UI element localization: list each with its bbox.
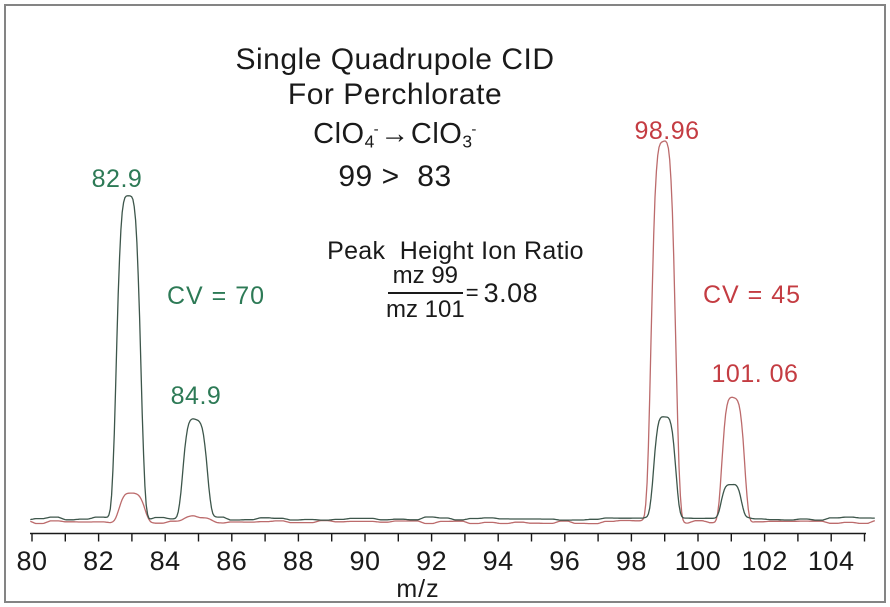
formula-right-charge: - (471, 121, 477, 138)
formula-right-base: ClO (410, 118, 463, 151)
ion-ratio-fraction: mz 99 mz 101 (386, 262, 465, 324)
ion-ratio-title: Peak Height Ion Ratio (327, 237, 584, 265)
x-axis-label: m/z (396, 575, 440, 603)
x-tick-label-98: 98 (615, 546, 647, 576)
peak-label-84-9: 84.9 (170, 382, 222, 410)
formula-left-charge: - (373, 121, 380, 138)
x-tick-label-84: 84 (149, 546, 181, 576)
peak-label-82-9: 82.9 (91, 165, 143, 193)
x-tick-label-86: 86 (216, 546, 248, 576)
formula-left-subscript: 4 (364, 131, 375, 152)
x-tick-label-100: 100 (674, 546, 722, 576)
title-formula: ClO4-→ClO3- (160, 112, 630, 159)
x-tick-label-96: 96 (549, 546, 581, 576)
ion-ratio-equals-sign: = (465, 280, 479, 305)
peak-label-101-06: 101. 06 (711, 360, 799, 388)
formula-left-base: ClO (313, 118, 365, 151)
peak-label-98-96: 98.96 (634, 117, 700, 145)
trace-cvcvcvcvcv70 (30, 195, 875, 521)
reaction-arrow-icon: → (380, 118, 410, 151)
ion-ratio-denominator: mz 101 (386, 296, 465, 323)
title-line-1: Single Quadrupole CID (235, 43, 555, 76)
x-axis-ticks (31, 533, 866, 542)
x-tick-label-88: 88 (282, 546, 314, 576)
ion-ratio-numerator: mz 99 (387, 262, 464, 294)
title-transition: 99 > 83 (338, 160, 452, 194)
cv-45-label: CV = 45 (703, 281, 802, 309)
trace-cvcvcvcvcv45 (30, 140, 876, 525)
title-block: Single Quadrupole CID For Perchlorate Cl… (160, 42, 630, 194)
x-tick-label-82: 82 (83, 546, 115, 576)
x-tick-label-102: 102 (741, 546, 788, 576)
x-tick-label-104: 104 (807, 546, 855, 576)
x-tick-label-94: 94 (482, 546, 514, 576)
x-tick-label-90: 90 (349, 546, 381, 576)
title-line-2: For Perchlorate (287, 78, 503, 111)
ion-ratio-value: 3.08 (483, 277, 539, 308)
x-tick-label-92: 92 (416, 546, 448, 576)
x-tick-label-80: 80 (16, 546, 48, 576)
cv-70-label: CV = 70 (167, 282, 266, 310)
ion-ratio-equation: mz 99 mz 101 = 3.08 (386, 262, 538, 324)
formula-right-subscript: 3 (462, 131, 473, 152)
